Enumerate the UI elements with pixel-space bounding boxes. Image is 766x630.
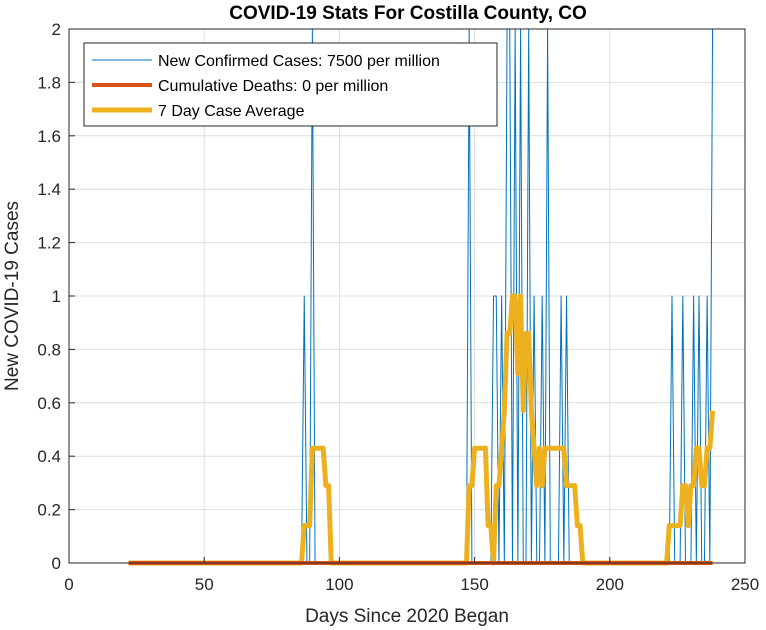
x-tick-label: 100 — [325, 575, 353, 594]
chart-title: COVID-19 Stats For Costilla County, CO — [229, 3, 587, 24]
legend-box — [83, 42, 498, 127]
x-tick-label: 50 — [195, 575, 214, 594]
y-tick-label: 0.8 — [37, 340, 61, 359]
y-tick-label: 0.4 — [37, 447, 61, 466]
y-tick-label: 1.2 — [37, 234, 61, 253]
ticks: 0 50 100 150 200 250 0 0.2 0.4 0.6 0.8 1 1.2 1.4 1.6 1.… — [37, 20, 759, 594]
y-tick-label: 0 — [52, 554, 61, 573]
legend-label-deaths: Cumulative Deaths: 0 per million — [158, 78, 388, 95]
series-line-average — [128, 293, 716, 566]
y-tick-label: 2 — [52, 20, 61, 39]
y-tick-label: 1.4 — [37, 180, 61, 199]
x-axis-label: Days Since 2020 Began — [305, 606, 509, 627]
x-tick-label: 150 — [460, 575, 488, 594]
y-tick-label: 0.6 — [37, 394, 61, 413]
x-tick-label: 200 — [596, 575, 624, 594]
x-tick-label: 250 — [731, 575, 759, 594]
legend: New Confirmed Cases: 7500 per million Cu… — [83, 42, 498, 127]
y-tick-label: 1.6 — [37, 127, 61, 146]
y-tick-label: 0.2 — [37, 501, 61, 520]
y-tick-label: 1.8 — [37, 73, 61, 92]
legend-label-average: 7 Day Case Average — [158, 103, 305, 120]
y-axis-label: New COVID-19 Cases — [2, 201, 23, 391]
x-tick-label: 0 — [64, 575, 73, 594]
y-tick-label: 1 — [52, 287, 61, 306]
legend-label-new-cases: New Confirmed Cases: 7500 per million — [158, 53, 440, 70]
